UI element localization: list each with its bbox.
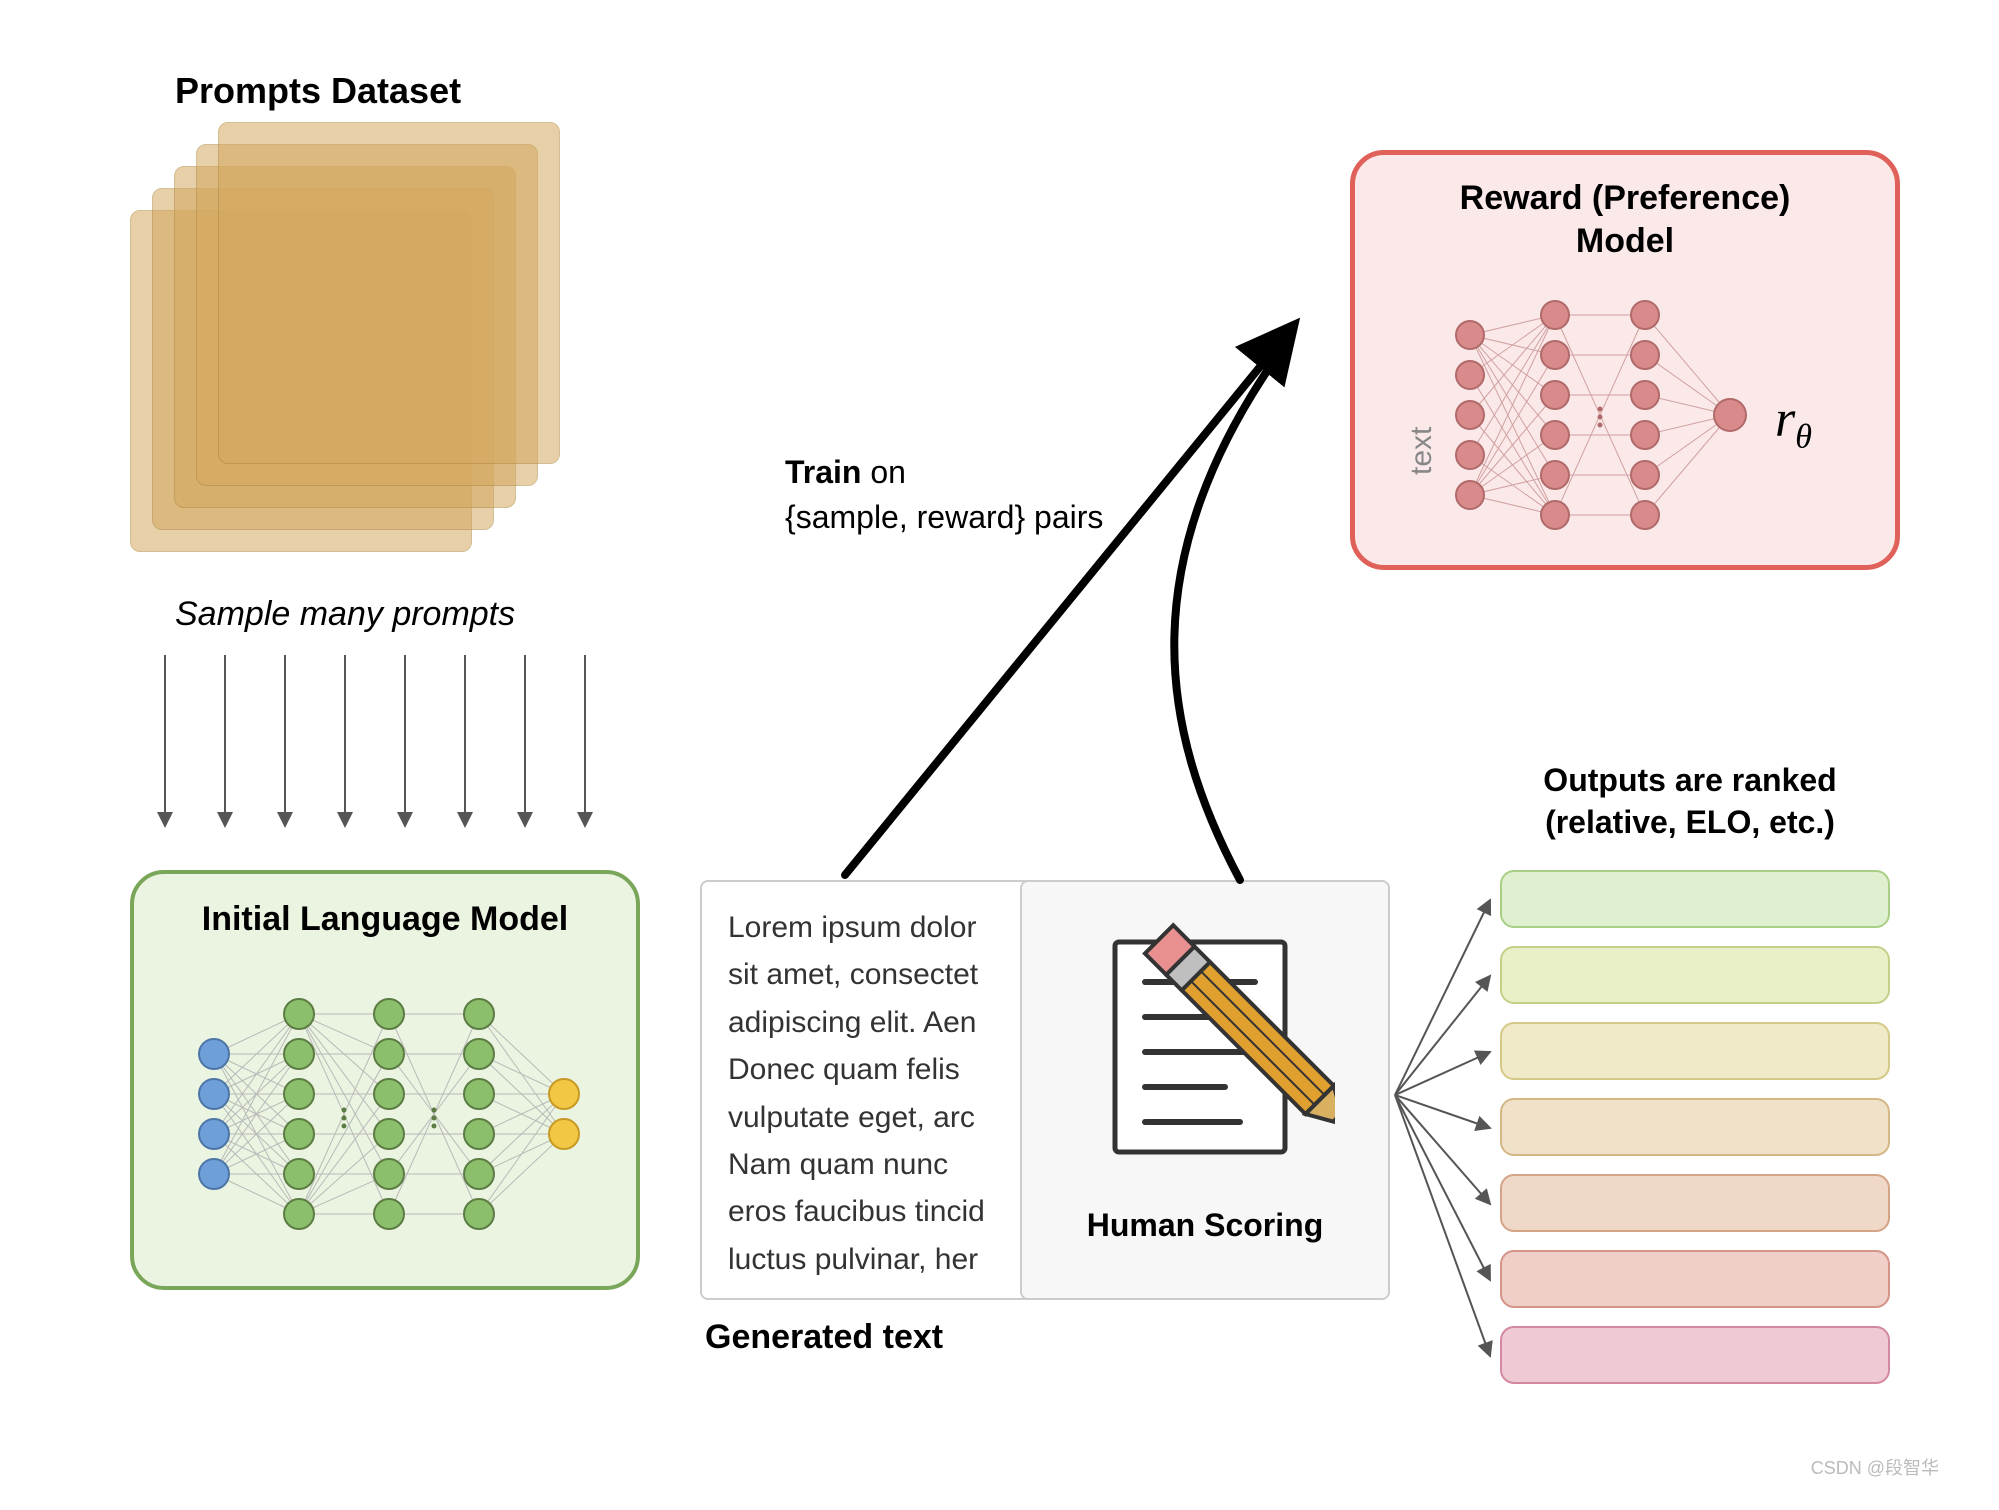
ranked-output-bar — [1500, 946, 1890, 1004]
reward-model-title: Reward (Preference) Model — [1355, 177, 1895, 262]
human-scoring-box: Human Scoring — [1020, 880, 1390, 1300]
ranked-outputs-title: Outputs are ranked (relative, ELO, etc.) — [1480, 760, 1900, 843]
ranked-output-bar — [1500, 1250, 1890, 1308]
prompts-dataset-stack — [130, 122, 560, 552]
initial-language-model-box: Initial Language Model — [130, 870, 640, 1290]
prompts-dataset-title: Prompts Dataset — [175, 70, 461, 112]
reward-model-output-symbol: rθ — [1775, 390, 1812, 456]
initial-lm-nn-icon — [159, 964, 619, 1264]
ranked-output-bar — [1500, 1326, 1890, 1384]
human-scoring-title: Human Scoring — [1022, 1207, 1388, 1244]
reward-model-nn-icon — [1430, 285, 1790, 545]
diagram-canvas: Prompts Dataset Sample many prompts Ini — [0, 0, 1999, 1510]
generated-text-title: Generated text — [705, 1318, 943, 1357]
ranking-arrows-icon — [1390, 870, 1510, 1410]
ranked-output-bar — [1500, 870, 1890, 928]
sample-arrows-icon — [140, 650, 620, 840]
initial-language-model-title: Initial Language Model — [134, 900, 636, 939]
watermark-text: CSDN @段智华 — [1811, 1454, 1939, 1480]
ranked-output-bar — [1500, 1174, 1890, 1232]
ranked-output-bar — [1500, 1098, 1890, 1156]
sample-prompts-label: Sample many prompts — [175, 595, 515, 634]
scoring-document-pencil-icon — [1075, 922, 1335, 1182]
reward-model-box: Reward (Preference) Model text — [1350, 150, 1900, 570]
ranked-output-bar — [1500, 1022, 1890, 1080]
